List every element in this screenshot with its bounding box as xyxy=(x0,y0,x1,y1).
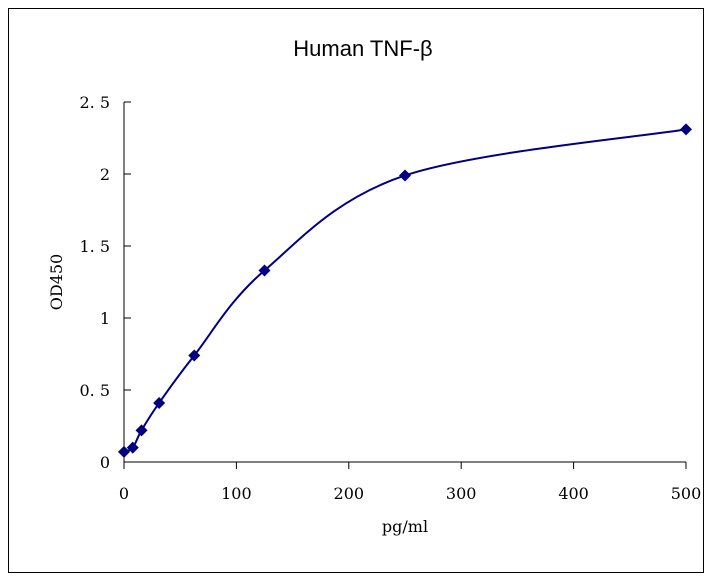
y-tick-label: 0 xyxy=(100,453,110,472)
y-tick-label: 2. 5 xyxy=(79,93,110,112)
y-axis-label: OD450 xyxy=(47,254,66,310)
data-point-diamond xyxy=(258,264,271,277)
data-point-diamond xyxy=(680,123,692,136)
y-ticks: 0 0. 5 1 1. 5 2 2. 5 xyxy=(79,93,131,472)
data-point-diamond xyxy=(399,169,411,182)
data-point-diamond xyxy=(126,441,139,454)
x-tick-label: 0 xyxy=(119,484,129,503)
y-tick-label: 1. 5 xyxy=(79,237,110,256)
x-tick-label: 500 xyxy=(671,484,702,503)
y-tick-label: 1 xyxy=(100,309,110,328)
chart-title: Human TNF-β xyxy=(293,36,432,61)
x-ticks: 0 100 200 300 400 500 xyxy=(119,462,701,503)
data-point-diamond xyxy=(118,445,130,458)
data-point-diamond xyxy=(153,396,166,409)
x-tick-label: 300 xyxy=(446,484,477,503)
data-points xyxy=(118,123,692,458)
x-tick-label: 100 xyxy=(221,484,252,503)
y-tick-label: 2 xyxy=(100,165,110,184)
data-point-diamond xyxy=(188,349,201,362)
x-axis-label: pg/ml xyxy=(382,517,428,536)
x-tick-label: 200 xyxy=(334,484,365,503)
fit-curve xyxy=(123,128,687,453)
y-tick-label: 0. 5 xyxy=(79,381,110,400)
x-tick-label: 400 xyxy=(558,484,589,503)
data-point-diamond xyxy=(135,424,148,437)
